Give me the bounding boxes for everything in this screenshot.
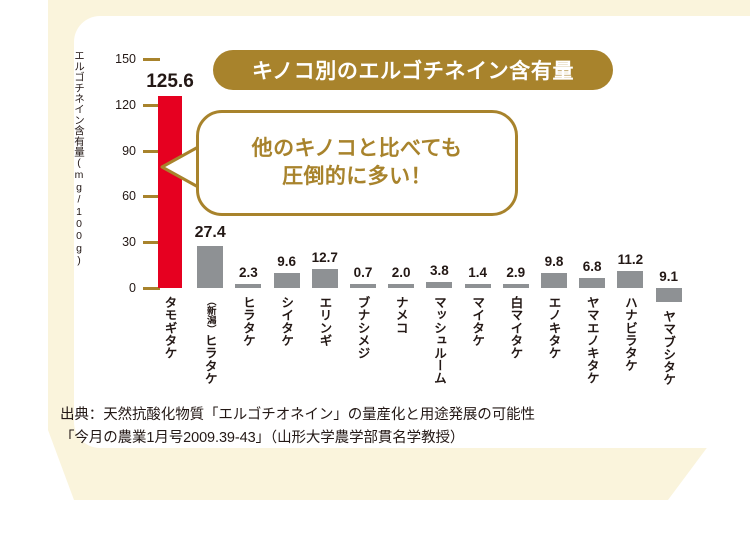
x-axis-category-label: ヒラタケ	[240, 296, 255, 347]
bar	[464, 284, 491, 288]
x-axis-category-label: ブナシメジ	[355, 296, 370, 359]
x-axis-category-label: シイタケ	[279, 296, 294, 347]
bar-value-label: 1.4	[468, 265, 487, 280]
bar-rect	[464, 284, 491, 288]
bar-value-label: 6.8	[582, 258, 602, 274]
bar-rect	[273, 273, 300, 288]
bar-value-label: 27.4	[194, 224, 226, 242]
speech-bubble: 他のキノコと比べても 圧倒的に多い！	[196, 110, 518, 216]
x-axis-category-label: ヤマブシタケ	[661, 310, 676, 386]
chart-title-text: キノコ別のエルゴチネイン含有量	[251, 60, 575, 83]
y-axis-tick-label: 60	[122, 189, 136, 204]
bar-rect	[350, 284, 376, 288]
x-axis-category-label: ハナビラタケ	[622, 296, 637, 372]
x-axis-category-label: タモギタケ	[162, 296, 177, 359]
bar	[617, 270, 644, 288]
y-axis-tick: 60	[100, 189, 160, 203]
y-axis-tick: 90	[100, 144, 160, 158]
bar-value-label: 2.3	[239, 265, 258, 280]
y-axis-tick-mark	[143, 241, 160, 245]
bar-value-label: 125.6	[146, 71, 194, 93]
bar	[388, 284, 415, 288]
y-axis-tick-label: 90	[122, 143, 136, 158]
chart-title-banner: キノコ別のエルゴチネイン含有量	[213, 50, 613, 90]
y-axis-tick-mark	[143, 103, 160, 107]
y-axis-tick-mark	[143, 287, 160, 290]
bar	[579, 277, 606, 288]
bar-value-label: 12.7	[311, 249, 338, 265]
bar	[350, 284, 376, 288]
bar-rect	[617, 270, 644, 288]
bar-value-label: 11.2	[617, 251, 644, 267]
bar-rect	[197, 246, 224, 288]
bar-rect	[311, 268, 338, 288]
y-axis-tick-label: 150	[115, 52, 136, 66]
y-axis-tick-mark	[143, 195, 160, 199]
bar	[426, 282, 453, 288]
bar-rect	[388, 284, 415, 288]
bar	[273, 273, 300, 288]
speech-bubble-line-1: 他のキノコと比べても	[251, 137, 463, 161]
footnote-line-1: 出典：天然抗酸化物質「エルゴチオネイン」の量産化と用途発展の可能性	[60, 407, 535, 423]
y-axis-title: エルゴチネイン含有量(mg/100g)	[73, 50, 85, 267]
y-axis-tick-mark	[143, 149, 160, 153]
bar-rect	[579, 277, 606, 288]
speech-bubble-text: 他のキノコと比べても 圧倒的に多い！	[252, 135, 463, 190]
y-axis-tick: 120	[100, 98, 160, 112]
y-axis-tick: 30	[100, 235, 160, 249]
x-axis-category-label: マイタケ	[470, 296, 485, 347]
y-axis-tick-mark	[143, 58, 160, 61]
bar-rect	[502, 283, 529, 288]
bar	[311, 268, 338, 288]
bar-rect	[541, 273, 567, 288]
source-footnote: 出典：天然抗酸化物質「エルゴチオネイン」の量産化と用途発展の可能性 「今月の農業…	[60, 404, 700, 451]
x-axis-category-label: ヤマエノキタケ	[584, 296, 599, 385]
y-axis-tick: 150	[100, 52, 160, 66]
bar-rect-highlight	[158, 96, 182, 288]
bar-rect	[426, 282, 453, 288]
bar	[197, 246, 224, 288]
bar	[235, 284, 262, 288]
bar-value-label: 9.8	[544, 254, 564, 270]
x-axis-category-label: エリンギ	[317, 296, 332, 347]
y-axis-tick-label: 30	[122, 235, 136, 250]
bar-value-label: 9.1	[659, 269, 678, 285]
y-axis-tick-label: 120	[115, 97, 136, 112]
x-axis-category-label: マッシュルーム	[431, 296, 446, 385]
bar	[541, 273, 567, 288]
bar-value-label: 2.0	[391, 265, 411, 280]
x-axis-category-label: 白マイタケ	[508, 296, 523, 359]
y-axis-tick: 0	[100, 281, 160, 295]
bar	[655, 288, 682, 302]
footnote-line-2: 「今月の農業1月号2009.39-43」（山形大学農学部貫名学教授）	[60, 430, 465, 447]
y-axis-tick-label: 0	[129, 281, 136, 295]
bar	[158, 96, 182, 288]
bar-value-label: 2.9	[506, 264, 526, 280]
x-axis-category-label: （新潟）ヒラタケ	[202, 296, 217, 385]
speech-bubble-line-2: 圧倒的に多い！	[282, 165, 432, 188]
x-axis-category-label: ナメコ	[393, 296, 408, 334]
bar-value-label: 0.7	[353, 265, 373, 280]
bar-rect	[235, 284, 262, 288]
bar-rect	[655, 288, 682, 302]
x-axis-category-label: エノキタケ	[546, 296, 561, 359]
bar	[502, 283, 529, 288]
bar-value-label: 3.8	[430, 263, 449, 279]
bar-value-label: 9.6	[277, 254, 296, 270]
